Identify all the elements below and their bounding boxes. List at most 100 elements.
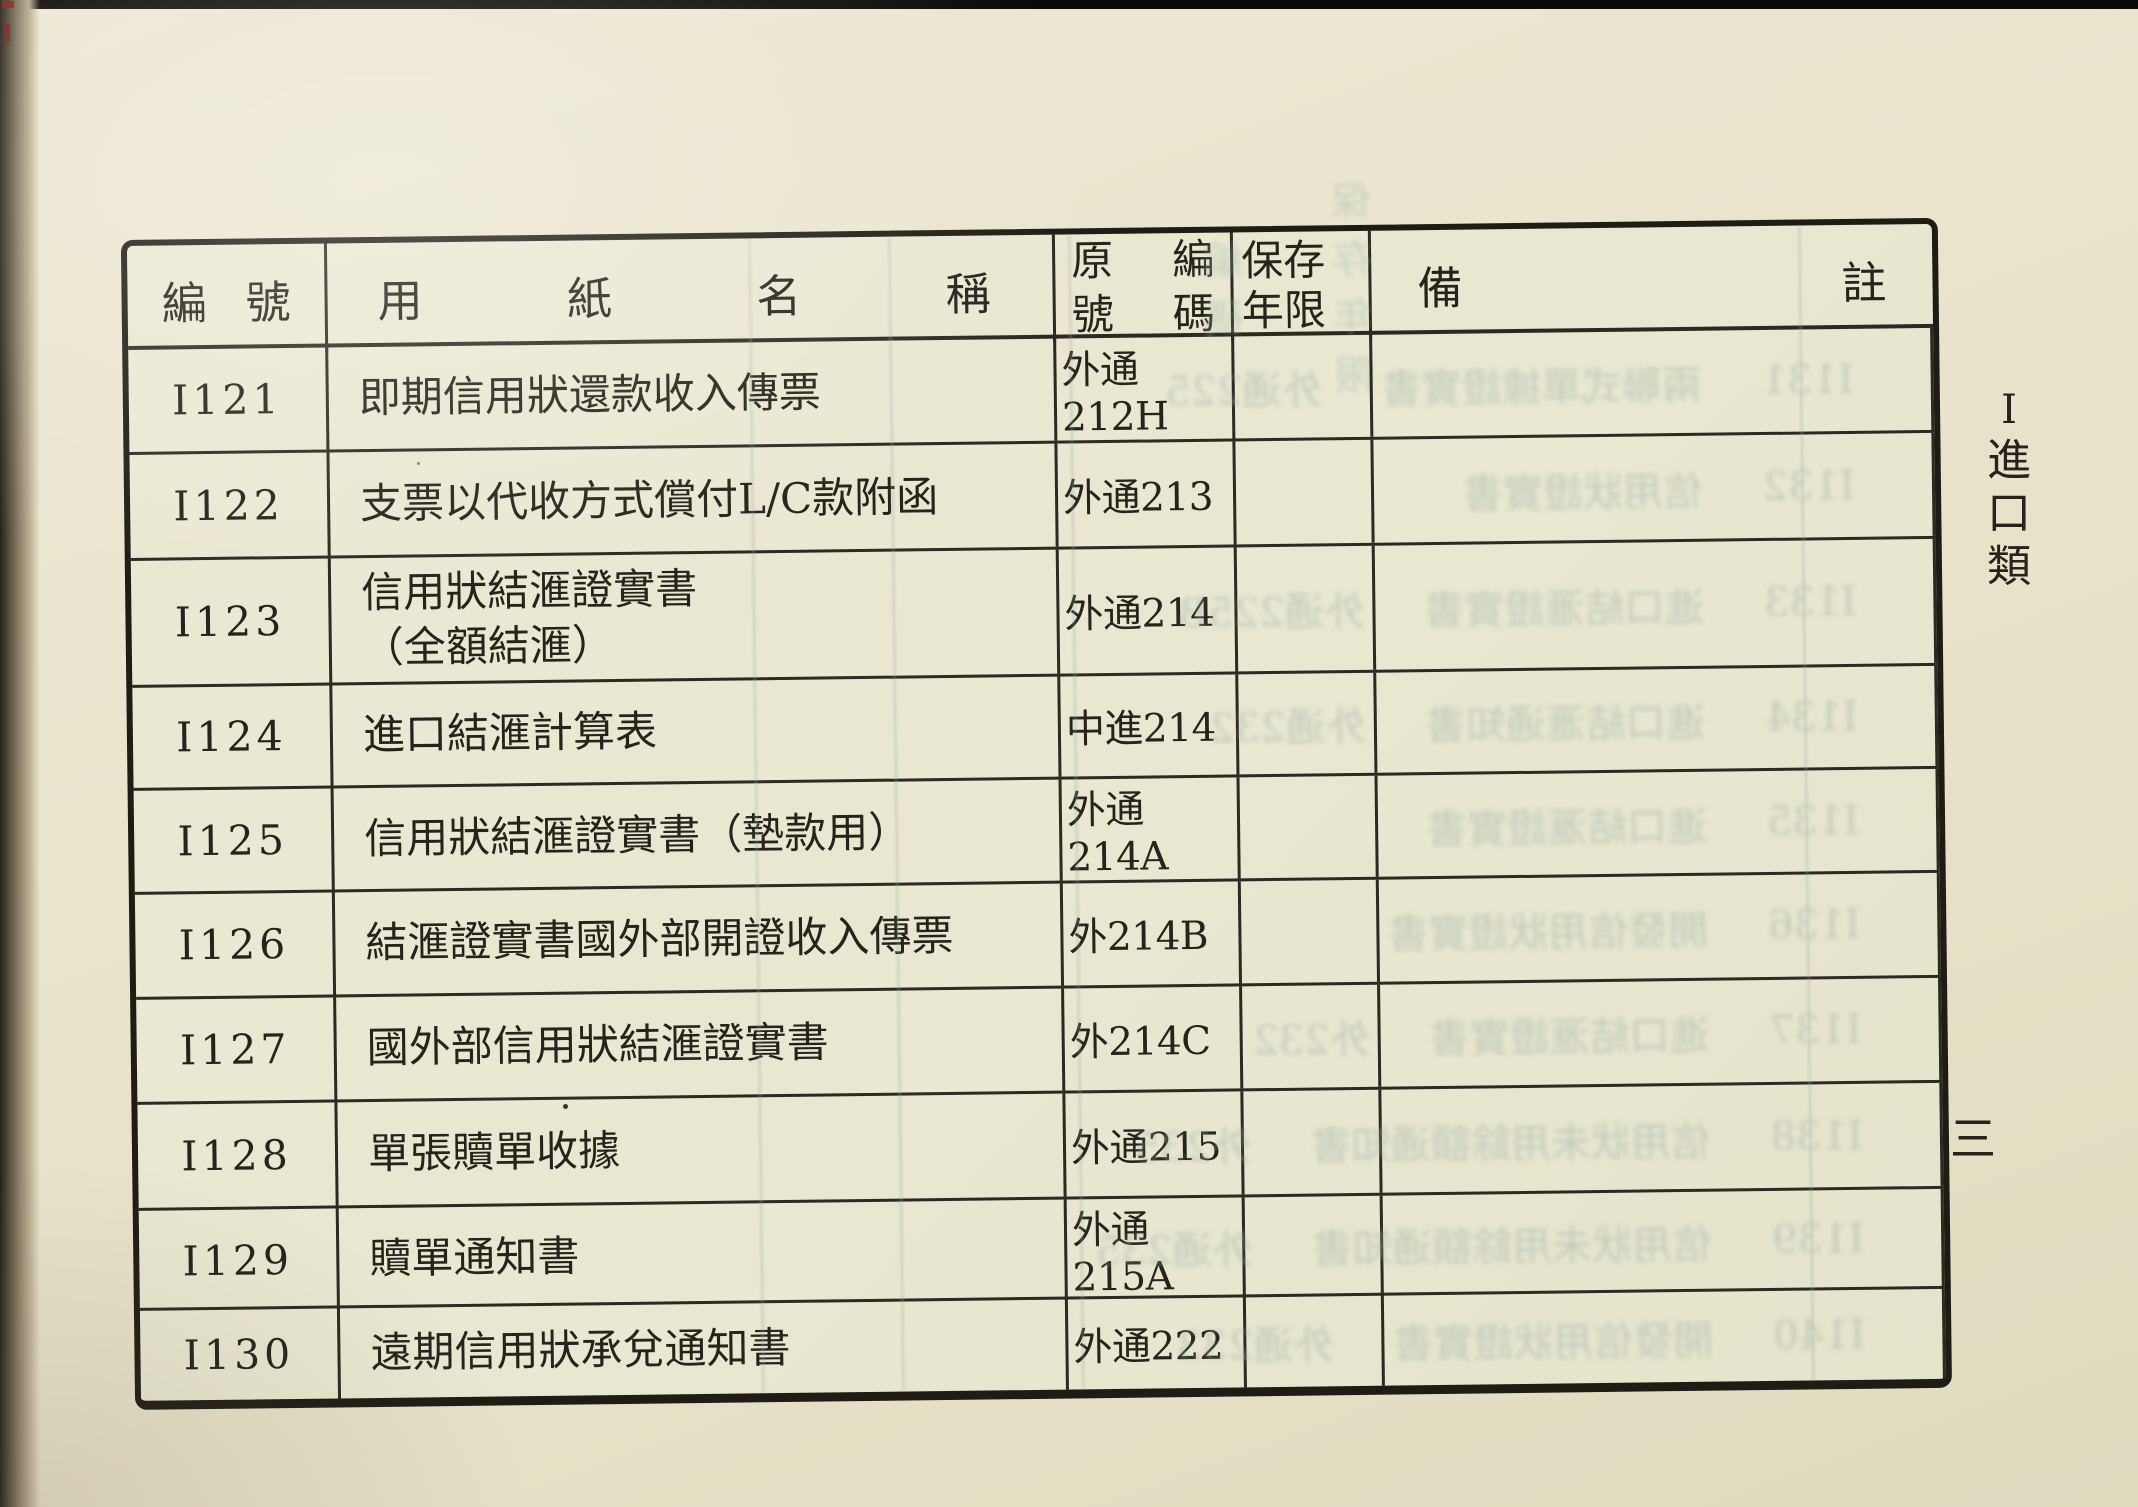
paper-speck (417, 462, 420, 465)
cell-paper-name: 單張贖單收據 (337, 1093, 1067, 1206)
cell-original-code: 外通212H (1056, 336, 1236, 441)
cell-original-code: 外通214 (1058, 547, 1239, 674)
header-retention-column: 保存 年限 (1232, 230, 1373, 341)
paper-name-text: 贖單通知書 (369, 1228, 580, 1286)
paper-name-line1: 信用狀結滙證實書（墊款用） (363, 807, 911, 863)
cell-form-id: I129 (138, 1208, 340, 1312)
paper-name-line2: （全額結滙） (361, 620, 615, 673)
cell-form-id: I128 (137, 1102, 339, 1208)
header-id-char: 編 (161, 276, 207, 331)
category-char: 進 (1987, 435, 2031, 486)
header-retention-line: 年限 (1241, 285, 1327, 336)
cell-original-code: 外214B (1062, 881, 1243, 986)
header-code-char: 碼 (1172, 288, 1216, 339)
category-char: 口 (1987, 488, 2031, 539)
paper-name-text: 單張贖單收據 (368, 1123, 621, 1182)
scan-top-edge (0, 0, 2138, 9)
paper-name-text: 結滙證實書國外部開證收入傳票 (365, 908, 954, 971)
cell-original-code: 外通214A (1061, 777, 1241, 881)
cell-retention-years (1243, 1089, 1383, 1195)
cell-original-code: 外通215A (1066, 1197, 1246, 1301)
cell-retention-years (1240, 879, 1381, 984)
cell-form-id: I121 (128, 347, 330, 452)
cell-retention-years (1236, 545, 1377, 672)
cell-form-id: I130 (139, 1308, 342, 1401)
header-retention-line: 保存 (1240, 235, 1326, 286)
header-code-char: 原 (1070, 235, 1114, 286)
cell-form-id: I126 (134, 892, 337, 997)
paper-name-text: 信用狀結滙證實書（墊款用） (364, 804, 911, 866)
header-name-char: 用 (377, 273, 423, 328)
header-paper-name-column: 用紙名稱 (326, 234, 1057, 352)
scan-artifact (2, 1, 14, 8)
paper-name-text: 遠期信用狀承兌通知書 (370, 1320, 791, 1381)
cell-remarks (1383, 1288, 1946, 1386)
cell-remarks (1373, 432, 1936, 543)
cell-remarks (1381, 1082, 1944, 1193)
paper-name-line1: 結滙證實書國外部開證收入傳票 (365, 911, 954, 968)
header-code-line: 原編 (1071, 233, 1215, 289)
paper-name-text: 信用狀結滙證實書 （全額結滙） (361, 561, 698, 676)
cell-remarks (1380, 977, 1943, 1087)
cell-retention-years (1238, 672, 1378, 775)
paper-name-line1: 贖單通知書 (369, 1231, 580, 1283)
header-remarks-column: 保存年限 編碼 備註 (1202, 179, 1933, 399)
header-code-line: 號碼 (1072, 287, 1216, 343)
header-name-char: 稱 (945, 266, 991, 321)
header-original-code-column: 原編號碼 (1054, 232, 1235, 343)
cell-paper-name: 信用狀結滙證實書（墊款用） (333, 779, 1063, 890)
cell-paper-name: 進口結滙計算表 (332, 676, 1062, 786)
cell-remarks (1382, 1188, 1945, 1297)
cell-original-code: 中進214 (1060, 674, 1240, 777)
cell-paper-name: 贖單通知書 (338, 1199, 1068, 1310)
category-char: 類 (1987, 541, 2031, 592)
cell-form-id: I122 (129, 452, 331, 558)
cell-retention-years (1242, 984, 1382, 1089)
cell-paper-name: 信用狀結滙證實書 （全額結滙） (330, 549, 1061, 683)
cell-remarks (1376, 665, 1939, 773)
cell-remarks (1378, 872, 1941, 982)
cell-retention-years (1235, 439, 1375, 545)
cell-paper-name: 國外部信用狀結滙證實書 (336, 988, 1066, 1100)
paper-name-line1: 遠期信用狀承兌通知書 (370, 1323, 791, 1378)
cell-original-code: 外214C (1064, 986, 1244, 1091)
cell-remarks (1377, 768, 1940, 877)
header-remarks-char: 備 (1417, 261, 1463, 315)
paper-name-line1: 即期信用狀還款收入傳票 (358, 367, 822, 423)
paper-name-line1: 國外部信用狀結滙證實書 (366, 1017, 830, 1073)
paper-name-line1: 信用狀結滙證實書 (360, 563, 698, 617)
header-id-column: 編號 (126, 243, 329, 354)
book-gutter-edge (0, 0, 40, 1507)
paper-name-text: 支票以代收方式償付L/C款附函 (360, 469, 939, 531)
cell-retention-years (1244, 1195, 1384, 1299)
header-code-char: 號 (1071, 289, 1115, 340)
cell-paper-name: 支票以代收方式償付L/C款附函 (329, 443, 1059, 556)
cell-form-id: I127 (136, 997, 338, 1102)
cell-form-id: I125 (133, 788, 335, 892)
paper-name-text: 進口結滙計算表 (363, 704, 658, 763)
paper-name-line1: 支票以代收方式償付L/C款附函 (359, 471, 939, 528)
cell-form-id: I123 (130, 558, 333, 685)
paper-name-line1: 單張贖單收據 (367, 1125, 621, 1178)
forms-catalog-table: 編號 用紙名稱 原編號碼 保存 年限 保存年限 編碼 備註 I121 即期信用狀還款收… (120, 179, 1953, 1410)
cell-original-code: 外通213 (1057, 441, 1237, 547)
cell-retention-years (1234, 334, 1374, 439)
header-code-char: 編 (1171, 234, 1215, 285)
cell-original-code: 外通222 (1067, 1297, 1247, 1390)
header-name-char: 名 (755, 269, 802, 323)
header-remarks-char: 註 (1841, 255, 1887, 310)
cell-remarks (1372, 327, 1935, 437)
paper-speck (563, 1104, 568, 1109)
header-id-char: 號 (245, 275, 291, 330)
cell-remarks (1374, 538, 1938, 670)
table-row: I123 信用狀結滙證實書 （全額結滙） 外通214 I133 進口結滙證實書 外通225B (130, 538, 1938, 688)
cell-paper-name: 結滙證實書國外部開證收入傳票 (334, 883, 1065, 995)
cell-paper-name: 遠期信用狀承兌通知書 (339, 1299, 1069, 1399)
cell-retention-years (1239, 775, 1379, 879)
paper-name-line1: 進口結滙計算表 (362, 706, 658, 760)
paper-name-text: 即期信用狀還款收入傳票 (358, 365, 822, 426)
cell-paper-name: 即期信用狀還款收入傳票 (328, 338, 1058, 450)
cell-original-code: 外通215 (1065, 1091, 1245, 1197)
paper-name-text: 國外部信用狀結滙證實書 (366, 1015, 829, 1076)
